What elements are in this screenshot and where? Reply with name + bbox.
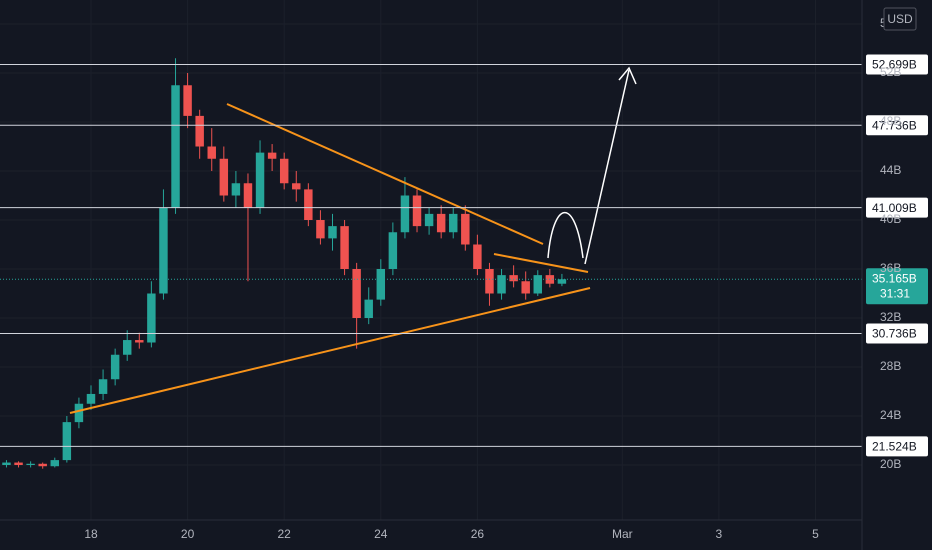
trend-line bbox=[226, 103, 544, 245]
candle-body bbox=[207, 146, 216, 159]
candle-body bbox=[461, 213, 470, 245]
candle-body bbox=[497, 275, 506, 294]
candle-body bbox=[38, 463, 47, 467]
candle-body bbox=[412, 195, 422, 227]
candle-body bbox=[304, 189, 313, 221]
candle-body bbox=[533, 275, 542, 294]
last-price-box bbox=[866, 268, 928, 305]
x-tick-label: 26 bbox=[471, 527, 485, 541]
candle-body bbox=[62, 422, 72, 461]
candle-body bbox=[135, 340, 144, 343]
candle-body bbox=[376, 269, 386, 300]
candle-body bbox=[557, 279, 567, 284]
price-level-box bbox=[866, 197, 928, 218]
candle-body bbox=[183, 85, 192, 116]
candle-body bbox=[400, 195, 410, 233]
y-tick-label: 48B bbox=[880, 114, 901, 128]
candle-body bbox=[14, 462, 23, 465]
x-tick-label: 22 bbox=[278, 527, 292, 541]
candle-body bbox=[50, 460, 59, 467]
y-tick-label: 32B bbox=[880, 310, 901, 324]
trend-line bbox=[493, 253, 589, 273]
x-tick-label: 18 bbox=[84, 527, 98, 541]
candle-body bbox=[195, 115, 204, 147]
candle-body bbox=[219, 158, 229, 196]
candle-body bbox=[159, 207, 168, 294]
last-price-label: 35.165B bbox=[872, 271, 917, 285]
candle-body bbox=[267, 152, 277, 159]
y-tick-label: 24B bbox=[880, 408, 901, 422]
arrow-head bbox=[618, 66, 637, 85]
candle-body bbox=[485, 269, 494, 294]
candle-body bbox=[364, 299, 373, 319]
y-tick-label: 20B bbox=[880, 457, 901, 471]
candle-body bbox=[316, 220, 325, 239]
projection-arrow bbox=[584, 69, 630, 265]
candle-body bbox=[110, 354, 120, 380]
x-tick-label: 20 bbox=[181, 527, 195, 541]
x-tick-label: 24 bbox=[374, 527, 388, 541]
candle-body bbox=[86, 393, 96, 404]
x-tick-label: 3 bbox=[716, 527, 723, 541]
y-tick-label: 40B bbox=[880, 212, 901, 226]
candle-body bbox=[509, 275, 518, 282]
projection-curve bbox=[547, 212, 584, 259]
price-level-box bbox=[866, 115, 928, 136]
price-level-box bbox=[866, 436, 928, 457]
y-tick-label: 52B bbox=[880, 65, 901, 79]
candles bbox=[2, 58, 567, 469]
candle-body bbox=[122, 340, 132, 355]
price-level-label: 47.736B bbox=[872, 118, 917, 132]
candle-body bbox=[255, 152, 265, 208]
axis: 20B 24B 28B 32B 36B 40B 44B 48B 52B 5 18 20 22 24 26 Ma… bbox=[84, 16, 901, 541]
candle-body bbox=[231, 183, 241, 196]
candle-body bbox=[74, 403, 84, 423]
candle-body bbox=[388, 232, 398, 270]
candle-body bbox=[2, 462, 11, 465]
currency-box[interactable] bbox=[883, 7, 917, 31]
price-level-box bbox=[866, 54, 928, 75]
candle-body bbox=[292, 183, 301, 190]
candle-body bbox=[279, 158, 289, 184]
candle-body bbox=[424, 213, 434, 227]
candle-body bbox=[473, 244, 482, 270]
candle-body bbox=[521, 281, 530, 294]
levels: 52.699B 47.736B 41.009B 30.736B 21.524B 35.16… bbox=[0, 54, 928, 457]
price-level-label: 30.736B bbox=[872, 327, 917, 341]
candle-body bbox=[171, 85, 180, 208]
price-level-label: 52.699B bbox=[872, 58, 917, 72]
y-tick-label: 36B bbox=[880, 261, 901, 275]
candle-body bbox=[243, 183, 253, 208]
y-tick-label: 44B bbox=[880, 163, 901, 177]
candle-body bbox=[436, 213, 446, 233]
x-tick-label: Mar bbox=[612, 527, 633, 541]
candle-body bbox=[98, 379, 108, 394]
candle-body bbox=[340, 226, 349, 270]
candle-body bbox=[449, 213, 458, 233]
candle-body bbox=[26, 463, 35, 465]
y-tick-label: 28B bbox=[880, 359, 901, 373]
x-tick-label: 5 bbox=[812, 527, 819, 541]
candle-body bbox=[147, 293, 156, 343]
countdown: 31:31 bbox=[880, 286, 910, 300]
price-level-label: 21.524B bbox=[872, 440, 917, 454]
price-level-label: 41.009B bbox=[872, 201, 917, 215]
currency: USD bbox=[887, 12, 913, 26]
trend-line bbox=[69, 287, 591, 414]
candle-body bbox=[328, 226, 337, 239]
drawings bbox=[69, 66, 637, 414]
candle-body bbox=[352, 269, 361, 319]
price-level-box bbox=[866, 323, 928, 344]
